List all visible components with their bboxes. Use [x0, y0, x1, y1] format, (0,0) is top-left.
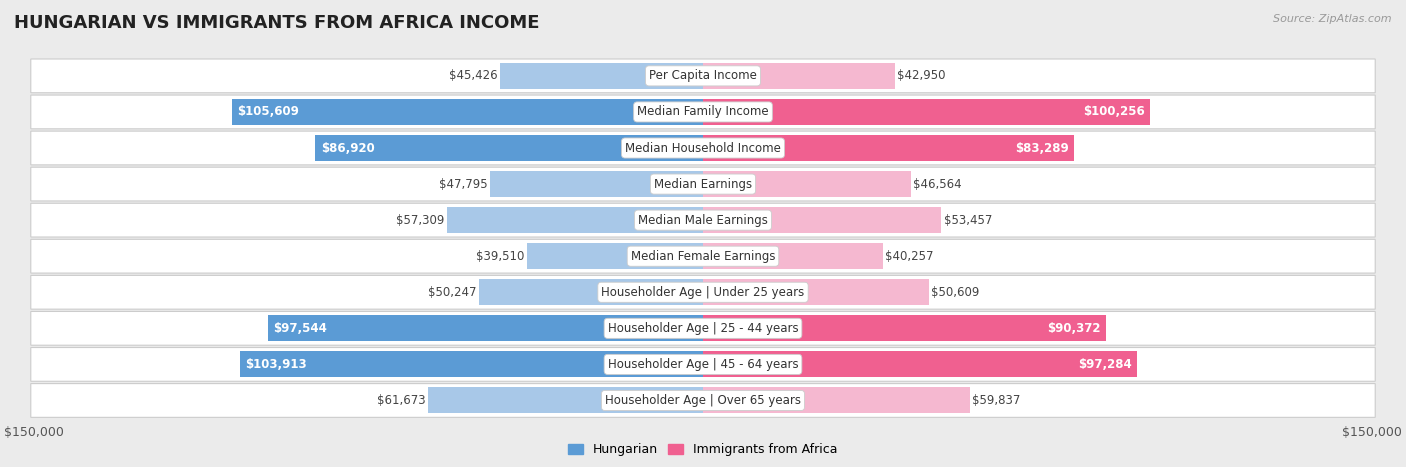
Text: $97,284: $97,284 [1078, 358, 1132, 371]
Text: $46,564: $46,564 [914, 177, 962, 191]
Bar [703, 135, 1074, 161]
Text: Source: ZipAtlas.com: Source: ZipAtlas.com [1274, 14, 1392, 24]
FancyBboxPatch shape [31, 131, 1375, 165]
Text: $39,510: $39,510 [475, 250, 524, 263]
FancyBboxPatch shape [31, 311, 1375, 345]
FancyBboxPatch shape [31, 59, 1375, 93]
FancyBboxPatch shape [31, 347, 1375, 381]
Text: Per Capita Income: Per Capita Income [650, 70, 756, 82]
FancyBboxPatch shape [31, 167, 1375, 201]
Text: $86,920: $86,920 [321, 142, 374, 155]
Bar [315, 135, 703, 161]
Bar [269, 315, 703, 341]
Text: Householder Age | 25 - 44 years: Householder Age | 25 - 44 years [607, 322, 799, 335]
Bar [703, 171, 911, 197]
Text: $105,609: $105,609 [238, 106, 299, 119]
Text: $50,609: $50,609 [931, 286, 980, 299]
Bar [527, 243, 703, 269]
Bar [703, 279, 929, 305]
Bar [703, 207, 942, 233]
Text: $57,309: $57,309 [396, 213, 444, 226]
Text: $103,913: $103,913 [245, 358, 307, 371]
Text: $61,673: $61,673 [377, 394, 425, 407]
Text: Median Male Earnings: Median Male Earnings [638, 213, 768, 226]
Bar [703, 388, 970, 413]
Text: $42,950: $42,950 [897, 70, 946, 82]
Bar [447, 207, 703, 233]
Bar [501, 63, 703, 89]
Text: Median Family Income: Median Family Income [637, 106, 769, 119]
FancyBboxPatch shape [31, 95, 1375, 129]
FancyBboxPatch shape [31, 203, 1375, 237]
Text: $90,372: $90,372 [1047, 322, 1101, 335]
Text: $83,289: $83,289 [1015, 142, 1069, 155]
Text: Median Household Income: Median Household Income [626, 142, 780, 155]
Text: Householder Age | Under 25 years: Householder Age | Under 25 years [602, 286, 804, 299]
Text: $59,837: $59,837 [973, 394, 1021, 407]
Text: $97,544: $97,544 [273, 322, 328, 335]
FancyBboxPatch shape [31, 383, 1375, 417]
Text: Householder Age | Over 65 years: Householder Age | Over 65 years [605, 394, 801, 407]
Text: $47,795: $47,795 [439, 177, 488, 191]
Text: Median Earnings: Median Earnings [654, 177, 752, 191]
Text: $100,256: $100,256 [1083, 106, 1144, 119]
FancyBboxPatch shape [31, 276, 1375, 309]
Text: $40,257: $40,257 [886, 250, 934, 263]
Text: Median Female Earnings: Median Female Earnings [631, 250, 775, 263]
Bar [489, 171, 703, 197]
Bar [703, 63, 894, 89]
Bar [479, 279, 703, 305]
Bar [239, 351, 703, 377]
Bar [703, 315, 1107, 341]
Bar [232, 99, 703, 125]
Text: Householder Age | 45 - 64 years: Householder Age | 45 - 64 years [607, 358, 799, 371]
FancyBboxPatch shape [31, 239, 1375, 273]
Text: $50,247: $50,247 [427, 286, 477, 299]
Text: HUNGARIAN VS IMMIGRANTS FROM AFRICA INCOME: HUNGARIAN VS IMMIGRANTS FROM AFRICA INCO… [14, 14, 540, 32]
Bar [703, 99, 1150, 125]
Bar [427, 388, 703, 413]
Text: $45,426: $45,426 [449, 70, 498, 82]
Text: $53,457: $53,457 [943, 213, 993, 226]
Bar [703, 351, 1137, 377]
Bar [703, 243, 883, 269]
Legend: Hungarian, Immigrants from Africa: Hungarian, Immigrants from Africa [564, 439, 842, 461]
